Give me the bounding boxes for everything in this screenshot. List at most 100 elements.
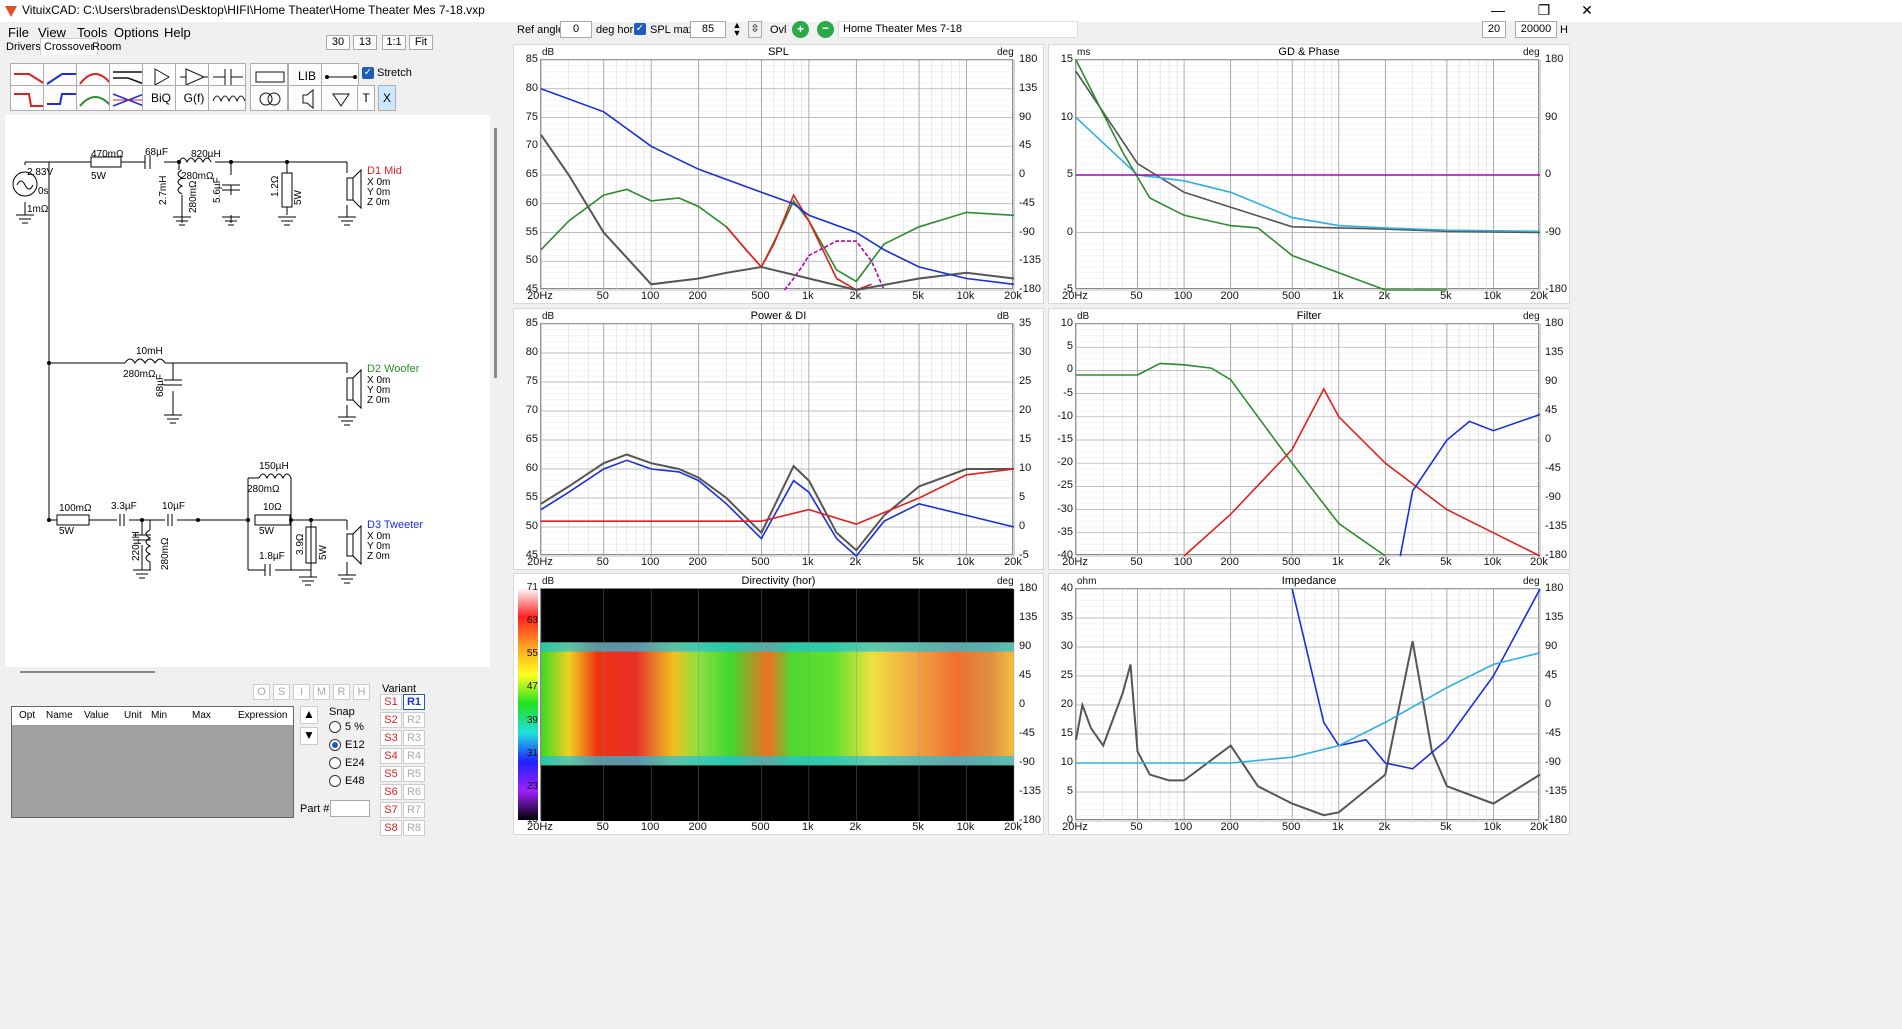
flag-r-button[interactable]: R (333, 684, 350, 700)
part-number-input[interactable] (330, 800, 370, 817)
y-tick-label-right: 180 (1545, 53, 1564, 65)
plot-area[interactable] (1075, 59, 1541, 291)
variant-r4-button[interactable]: R4 (403, 748, 425, 764)
library-button[interactable]: LIB (288, 63, 326, 89)
add-overlay-icon[interactable]: + (792, 21, 809, 38)
variant-s4-button[interactable]: S4 (380, 748, 402, 764)
chart-panel-gd-phase[interactable]: GD & Phase ms deg 15 10 5 0 -5 180 90 0 -90 -180 20Hz… (1048, 44, 1570, 304)
resistor-tool-icon[interactable] (250, 63, 288, 89)
ref-angle-input[interactable]: 0 (560, 21, 592, 38)
highpass-blue-2-icon[interactable] (43, 85, 81, 111)
wire-tool-icon[interactable] (321, 63, 359, 89)
variant-s7-button[interactable]: S7 (380, 802, 402, 818)
spl-max-input[interactable]: 85 (690, 21, 726, 38)
variant-s5-button[interactable]: S5 (380, 766, 402, 782)
plot-area[interactable] (540, 59, 1015, 292)
zoom-fit[interactable]: Fit (409, 35, 433, 50)
fit-spl-icon[interactable]: ⇳ (748, 21, 762, 38)
biquad-button[interactable]: BiQ (142, 85, 180, 111)
amplifier-icon[interactable] (142, 63, 180, 89)
remove-overlay-icon[interactable]: − (817, 21, 834, 38)
flag-o-button[interactable]: O (253, 684, 270, 700)
opamp-icon[interactable] (175, 63, 213, 89)
zoom-13[interactable]: 13 (353, 35, 377, 50)
flag-h-button[interactable]: H (353, 684, 370, 700)
driver-tweeter-label[interactable]: D3 Tweeter (367, 519, 424, 531)
chart-panel-impedance[interactable]: Impedance ohm deg 40 35 30 25 20 15 10 5 0 180 135 90 4… (1048, 573, 1570, 835)
overlay-name-field[interactable]: Home Theater Mes 7-18 (838, 21, 1078, 38)
tab-room[interactable]: Room (92, 41, 122, 53)
minimize-button[interactable]: — (1491, 2, 1505, 18)
transformer-tool-icon[interactable] (250, 85, 288, 111)
menu-tools[interactable]: Tools (77, 25, 108, 40)
flag-s-button[interactable]: S (273, 684, 290, 700)
stretch-checkbox[interactable]: ✓ (362, 67, 374, 79)
flag-m-button[interactable]: M (313, 684, 330, 700)
flag-i-button[interactable]: I (293, 684, 310, 700)
chart-panel-spl[interactable]: SPL dB deg 85 80 75 70 65 60 55 50 45 180 135 90 45 0 -45… (513, 44, 1044, 304)
capacitor-tool-icon[interactable] (208, 63, 246, 89)
move-down-icon[interactable]: ▼ (300, 727, 318, 745)
schematic-canvas[interactable]: 2.83V 0s 1mΩ 470mΩ 5W 68µF 820µH 280mΩ 2… (5, 115, 490, 667)
variant-r1-button[interactable]: R1 (403, 694, 425, 710)
schematic-hscrollbar[interactable] (20, 671, 155, 673)
series-green-line (1076, 362, 1386, 557)
chart-panel-filter[interactable]: Filter dB deg 10 5 0 -5 -10 -15 -20 -25 -30 -35 -40 18… (1048, 308, 1570, 570)
menu-file[interactable]: File (8, 25, 29, 40)
menu-view[interactable]: View (38, 25, 66, 40)
y-tick-label: -30 (1057, 502, 1073, 515)
snap-e24-radio[interactable] (329, 757, 341, 769)
driver-woofer-label[interactable]: D2 Woofer (367, 363, 420, 375)
x-tick-label: 2k (849, 821, 862, 833)
lowpass-red-2-icon[interactable] (10, 85, 48, 111)
spl-max-spinner-icon[interactable]: ▲ ▼ (732, 20, 742, 38)
y-tick-label: 85 (525, 53, 538, 65)
zoom-1-1[interactable]: 1:1 (382, 35, 406, 50)
variant-r8-button[interactable]: R8 (403, 820, 425, 836)
variant-s8-button[interactable]: S8 (380, 820, 402, 836)
plot-area[interactable] (1075, 323, 1541, 557)
menu-bar: File View Tools Options Help (0, 22, 620, 44)
woofer-x: X 0m (367, 375, 391, 386)
menu-help[interactable]: Help (164, 25, 191, 40)
variant-r3-button[interactable]: R3 (403, 730, 425, 746)
variant-r5-button[interactable]: R5 (403, 766, 425, 782)
variant-s2-button[interactable]: S2 (380, 712, 402, 728)
close-button[interactable]: ✕ (1581, 2, 1593, 18)
variant-r2-button[interactable]: R2 (403, 712, 425, 728)
ground-tool-icon[interactable] (321, 85, 359, 111)
inductor-tool-icon[interactable] (208, 85, 246, 111)
variant-s6-button[interactable]: S6 (380, 784, 402, 800)
move-up-icon[interactable]: ▲ (300, 706, 318, 724)
tab-crossover[interactable]: Crossover (40, 38, 99, 55)
variant-r6-button[interactable]: R6 (403, 784, 425, 800)
chart-panel-directivity-hor-[interactable]: Directivity (hor) dB deg 71 63 55 47 39 31 23 15 18… (513, 573, 1044, 835)
maximize-button[interactable]: ❐ (1537, 2, 1551, 18)
snap-5-radio[interactable] (329, 721, 341, 733)
variant-r7-button[interactable]: R7 (403, 802, 425, 818)
plot-area[interactable] (540, 588, 1015, 821)
freq-high-input[interactable]: 20000 (1515, 21, 1557, 38)
snap-e48-radio[interactable] (329, 775, 341, 787)
tab-drivers[interactable]: Drivers (6, 41, 41, 53)
schematic-scrollbar[interactable] (494, 128, 497, 378)
variant-s3-button[interactable]: S3 (380, 730, 402, 746)
lowpass-red-icon[interactable] (10, 63, 48, 89)
shelf-icon[interactable] (109, 63, 147, 89)
variant-s1-button[interactable]: S1 (380, 694, 402, 710)
driver-mid-label[interactable]: D1 Mid (367, 165, 402, 177)
gf-button[interactable]: G(f) (175, 85, 213, 111)
snap-e12-radio[interactable] (329, 739, 341, 751)
spl-max-checkbox[interactable]: ✓ (634, 23, 646, 35)
parameter-table[interactable]: Opt Name Value Unit Min Max Expression (11, 706, 294, 818)
freq-low-input[interactable]: 20 (1482, 21, 1506, 38)
mid-r1-value: 470mΩ (91, 149, 124, 160)
plot-area[interactable] (1075, 588, 1541, 822)
chart-panel-power-di[interactable]: Power & DI dB dB 85 80 75 70 65 60 55 50 45 35 30 25 20… (513, 308, 1044, 570)
zoom-30[interactable]: 30 (326, 35, 350, 50)
menu-options[interactable]: Options (114, 25, 159, 40)
y-tick-label: -5 (1063, 283, 1073, 295)
text-tool-button[interactable]: T (357, 85, 375, 111)
plot-area[interactable] (540, 323, 1015, 558)
delete-tool-button[interactable]: X (378, 85, 396, 111)
